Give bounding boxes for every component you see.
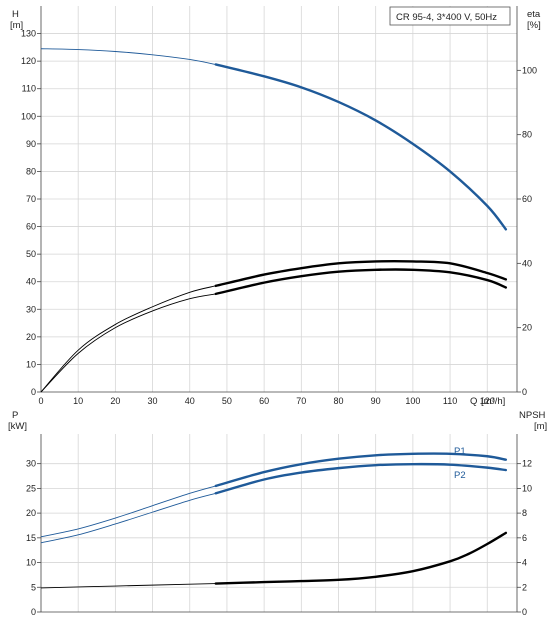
- eta-axis-label: eta: [527, 9, 541, 20]
- eta-tick-label: 20: [522, 323, 532, 333]
- h-tick-label: 50: [26, 249, 36, 259]
- h-tick-label: 30: [26, 304, 36, 314]
- x-tick-label: 50: [222, 396, 232, 406]
- p-tick-label: 15: [26, 533, 36, 543]
- p2-series-label: P2: [454, 470, 466, 481]
- head-curve-duty: [214, 63, 508, 231]
- npsh-tick-label: 6: [522, 533, 527, 543]
- efficiency-curve-duty: [214, 259, 508, 288]
- efficiency-curve-extended: [40, 285, 216, 393]
- npsh-tick-label: 12: [522, 459, 532, 469]
- p-axis-label: P: [12, 410, 18, 421]
- h-tick-label: 40: [26, 277, 36, 287]
- h-tick-label: 130: [21, 29, 36, 39]
- eta-tick-label: 60: [522, 194, 532, 204]
- h-tick-label: 110: [22, 84, 36, 94]
- x-tick-label: 120: [480, 396, 495, 406]
- x-tick-label: 80: [333, 396, 343, 406]
- p-tick-label: 20: [26, 508, 36, 518]
- p-tick-label: 30: [26, 459, 36, 469]
- x-tick-label: 70: [296, 396, 306, 406]
- npsh-tick-label: 8: [522, 508, 527, 518]
- npsh-curve-duty: [214, 531, 508, 585]
- p-axis-unit: [kW]: [8, 421, 27, 432]
- h-tick-label: 0: [31, 387, 36, 397]
- efficiency-2-curve-extended: [40, 293, 216, 393]
- p1-power-curve-duty: [214, 452, 508, 488]
- npsh-tick-label: 4: [522, 558, 527, 568]
- p1-power-curve-extended: [40, 485, 216, 538]
- p1-series-label: P1: [454, 446, 466, 457]
- npsh-tick-label: 0: [522, 607, 527, 617]
- p2-power-curve-extended: [40, 492, 216, 544]
- h-tick-label: 120: [21, 56, 36, 66]
- eta-axis-unit: [%]: [527, 20, 541, 31]
- x-tick-label: 90: [371, 396, 381, 406]
- h-tick-label: 20: [26, 332, 36, 342]
- eta-tick-label: 40: [522, 258, 532, 268]
- npsh-tick-label: 2: [522, 582, 527, 592]
- head-curve-extended: [40, 48, 216, 65]
- p-tick-label: 25: [26, 483, 36, 493]
- x-tick-label: 40: [185, 396, 195, 406]
- npsh-tick-label: 10: [522, 483, 532, 493]
- x-tick-label: 20: [110, 396, 120, 406]
- h-tick-label: 70: [26, 194, 36, 204]
- x-tick-label: 60: [259, 396, 269, 406]
- h-tick-label: 80: [26, 166, 36, 176]
- h-tick-label: 90: [26, 139, 36, 149]
- eta-tick-label: 80: [522, 130, 532, 140]
- x-tick-label: 100: [405, 396, 420, 406]
- x-tick-label: 30: [148, 396, 158, 406]
- q-axis-label: Q: [470, 396, 477, 407]
- tick-labels: 0 10 20 30 40 50 60 70 80 90 100 110 120010203040506…: [21, 29, 537, 617]
- p2-power-curve-duty: [214, 462, 508, 495]
- h-tick-label: 10: [26, 359, 36, 369]
- chart-title-box: [389, 6, 511, 26]
- efficiency-2-curve-duty: [214, 268, 508, 296]
- bottom-grid: [41, 434, 517, 612]
- npsh-axis-unit: [m]: [534, 421, 547, 432]
- npsh-curve-extended: [40, 583, 216, 589]
- h-axis-unit: [m]: [10, 20, 23, 31]
- chart-title: CR 95-4, 3*400 V, 50Hz: [396, 12, 497, 23]
- eta-tick-label: 100: [522, 65, 537, 75]
- x-tick-label: 0: [38, 396, 43, 406]
- h-tick-label: 100: [21, 111, 36, 121]
- h-tick-label: 60: [26, 222, 36, 232]
- curves: [40, 48, 508, 589]
- p-tick-label: 5: [31, 582, 36, 592]
- q-axis-unit: [m³/h]: [481, 396, 505, 407]
- x-tick-label: 10: [73, 396, 83, 406]
- npsh-axis-label: NPSH: [519, 410, 546, 421]
- p-tick-label: 0: [31, 607, 36, 617]
- top-grid: [41, 6, 517, 392]
- x-tick-label: 110: [443, 396, 457, 406]
- eta-tick-label: 0: [522, 387, 527, 397]
- h-axis-label: H: [12, 9, 19, 20]
- p-tick-label: 10: [26, 558, 36, 568]
